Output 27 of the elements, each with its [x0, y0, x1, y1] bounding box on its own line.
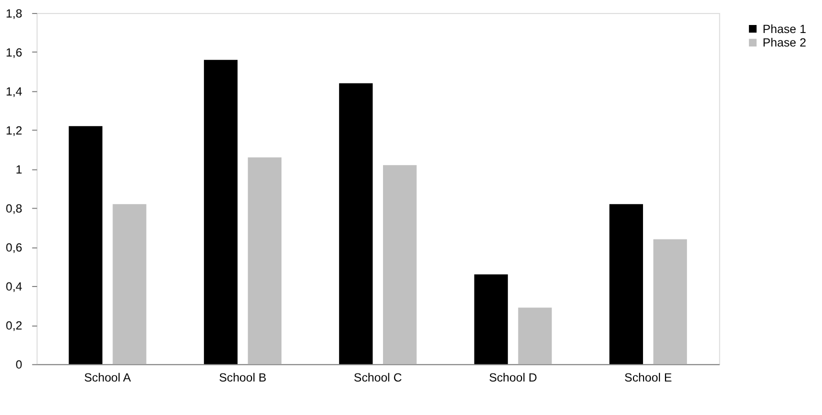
x-tick-label: School E: [624, 370, 672, 384]
y-tick-label: 1,4: [6, 84, 23, 98]
y-tick-label: 0,8: [6, 202, 23, 216]
legend-label: Phase 2: [762, 36, 806, 50]
y-tick-label: 0,4: [6, 280, 23, 294]
legend-label: Phase 1: [762, 22, 807, 36]
y-tick-label: 1,6: [6, 45, 23, 60]
bar: [112, 204, 146, 364]
y-tick-label: 0,6: [6, 240, 23, 255]
bar: [518, 308, 552, 364]
y-tick-label: 1,2: [6, 123, 22, 138]
bar: [68, 126, 102, 364]
bar: [383, 165, 417, 364]
x-tick-label: School B: [218, 370, 267, 384]
x-tick-label: School D: [488, 370, 538, 384]
bar: [474, 274, 508, 364]
y-tick-label: 1: [16, 162, 23, 177]
y-tick-label: 1,8: [6, 6, 23, 20]
y-tick-label: 0,2: [6, 318, 22, 333]
x-tick-label: School C: [354, 370, 402, 384]
y-tick-label: 0: [16, 358, 23, 372]
bar: [204, 60, 238, 364]
bar: [609, 204, 644, 364]
bar: [248, 157, 282, 364]
x-tick-label: School A: [84, 370, 132, 384]
bar: [653, 239, 687, 364]
bar: [339, 83, 373, 364]
